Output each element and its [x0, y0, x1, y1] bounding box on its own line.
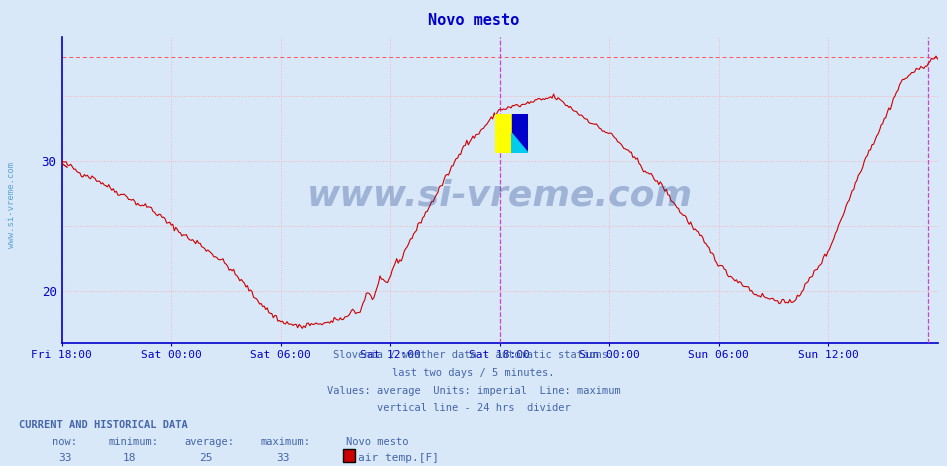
Text: www.si-vreme.com: www.si-vreme.com: [7, 162, 16, 248]
Text: last two days / 5 minutes.: last two days / 5 minutes.: [392, 368, 555, 378]
Text: maximum:: maximum:: [260, 437, 311, 447]
Text: 18: 18: [123, 452, 136, 463]
Text: Novo mesto: Novo mesto: [428, 14, 519, 28]
Text: Slovenia / weather data - automatic stations.: Slovenia / weather data - automatic stat…: [333, 350, 614, 360]
Text: 33: 33: [59, 452, 72, 463]
Text: Novo mesto: Novo mesto: [346, 437, 408, 447]
Text: CURRENT AND HISTORICAL DATA: CURRENT AND HISTORICAL DATA: [19, 420, 188, 430]
Polygon shape: [511, 133, 528, 153]
Text: 25: 25: [199, 452, 212, 463]
Text: vertical line - 24 hrs  divider: vertical line - 24 hrs divider: [377, 403, 570, 413]
Text: average:: average:: [185, 437, 235, 447]
Text: now:: now:: [52, 437, 77, 447]
Polygon shape: [511, 114, 528, 153]
Text: minimum:: minimum:: [109, 437, 159, 447]
Text: 33: 33: [277, 452, 290, 463]
Text: air temp.[F]: air temp.[F]: [358, 452, 439, 463]
Text: Values: average  Units: imperial  Line: maximum: Values: average Units: imperial Line: ma…: [327, 385, 620, 396]
Text: www.si-vreme.com: www.si-vreme.com: [307, 179, 692, 213]
